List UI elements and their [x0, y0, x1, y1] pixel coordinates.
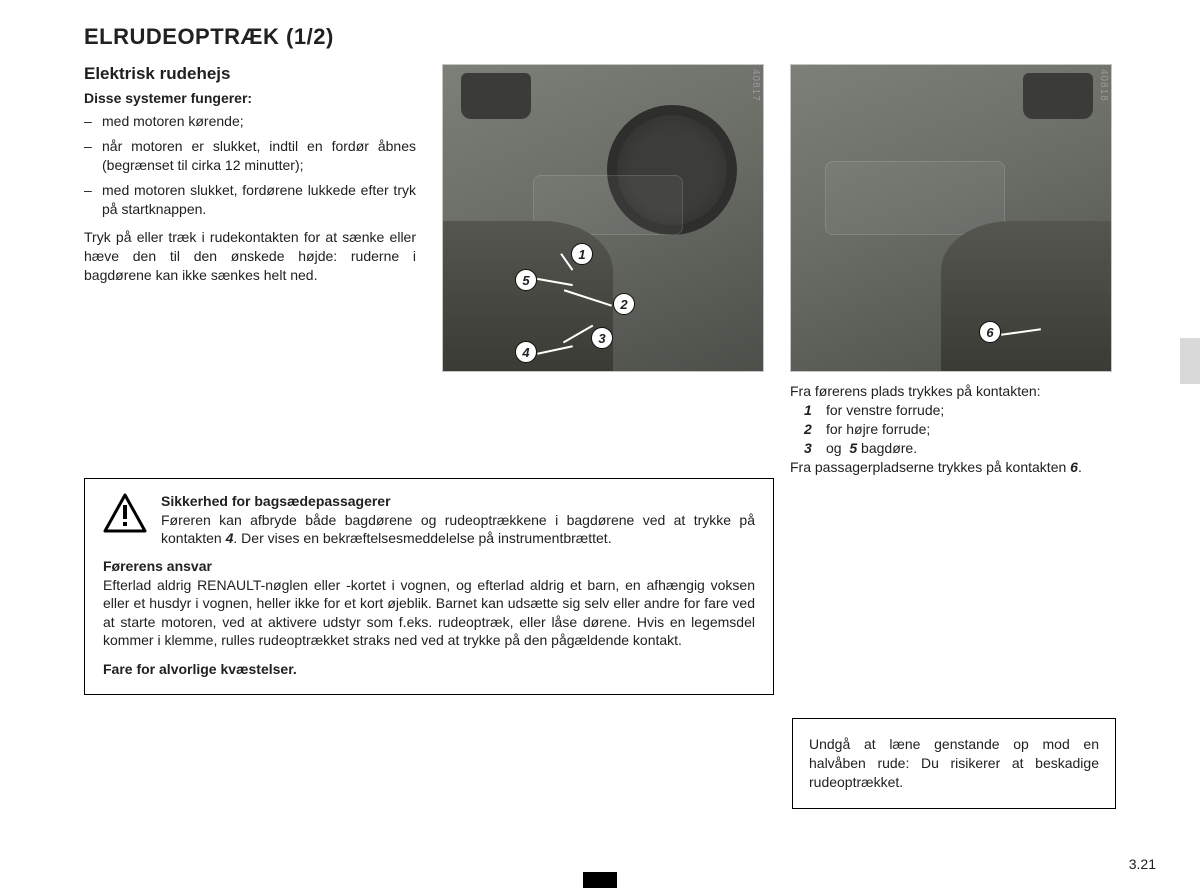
- bullet-list: –med motoren kørende; –når motoren er sl…: [84, 112, 416, 218]
- legend-num: 3: [804, 439, 826, 458]
- mirror-shape: [461, 73, 531, 119]
- warning-heading-2: Førerens ansvar: [103, 558, 755, 574]
- bullet-text: når motoren er slukket, indtil en fordør…: [102, 137, 416, 175]
- warning-text-1: Føreren kan afbryde både bagdørene og ru…: [161, 511, 755, 548]
- dash-shape: [825, 161, 1005, 235]
- intro-bold: Disse systemer fungerer:: [84, 90, 416, 106]
- warning-box: Sikkerhed for bagsædepassagerer Føreren …: [84, 478, 774, 695]
- list-item: –med motoren kørende;: [84, 112, 416, 131]
- warning-p1-b: . Der vises en bekræftelsesmeddelelse på…: [233, 530, 611, 546]
- legend-outro-b: .: [1078, 459, 1082, 475]
- warning-danger: Fare for alvorlige kvæstelser.: [103, 660, 755, 678]
- legend-outro: Fra passagerpladserne trykkes på kontakt…: [790, 458, 1112, 477]
- page-number: 3.21: [1129, 856, 1156, 872]
- legend-row-combined: 3 og 5 bagdøre.: [790, 439, 1112, 458]
- legend-outro-a: Fra passagerpladserne trykkes på kontakt…: [790, 459, 1070, 475]
- subheading: Elektrisk rudehejs: [84, 64, 416, 84]
- list-item: –når motoren er slukket, indtil en fordø…: [84, 137, 416, 175]
- middle-column: 40817 1 5 2 3 4: [442, 64, 764, 476]
- callout-5: 5: [515, 269, 537, 291]
- door-panel-shape: [941, 221, 1111, 371]
- legend-text: for venstre forrude;: [826, 401, 944, 420]
- mirror-shape: [1023, 73, 1093, 119]
- legend: Fra førerens plads trykkes på kontakten:…: [790, 382, 1112, 476]
- bullet-text: med motoren slukket, fordørene lukkede e…: [102, 181, 416, 219]
- legend-outro-num: 6: [1070, 459, 1078, 475]
- warning-text-2: Efterlad aldrig RENAULT-nøglen eller -ko…: [103, 576, 755, 650]
- page-title: ELRUDEOPTRÆK (1/2): [84, 24, 1156, 50]
- left-column: Elektrisk rudehejs Disse systemer funger…: [84, 64, 416, 476]
- callout-1: 1: [571, 243, 593, 265]
- warning-triangle-icon: [103, 493, 147, 533]
- legend-intro: Fra førerens plads trykkes på kontakten:: [790, 382, 1112, 401]
- figure-id: 40818: [1098, 69, 1109, 102]
- legend-num-b: 5: [849, 440, 857, 456]
- side-tab: [1180, 338, 1200, 384]
- footer-mark: [583, 872, 617, 888]
- bullet-text: med motoren kørende;: [102, 112, 244, 131]
- columns: Elektrisk rudehejs Disse systemer funger…: [84, 64, 1156, 476]
- legend-row: 2 for højre forrude;: [790, 420, 1112, 439]
- callout-4: 4: [515, 341, 537, 363]
- figure-left: 40817 1 5 2 3 4: [442, 64, 764, 372]
- legend-conj: og: [826, 440, 842, 456]
- callout-3: 3: [591, 327, 613, 349]
- legend-num: 1: [804, 401, 826, 420]
- body-paragraph: Tryk på eller træk i rudekontakten for a…: [84, 228, 416, 285]
- figure-right: 40818 6: [790, 64, 1112, 372]
- note-box: Undgå at læne genstande op mod en halvåb…: [792, 718, 1116, 809]
- figure-id: 40817: [750, 69, 761, 102]
- legend-num: 2: [804, 420, 826, 439]
- right-column: 40818 6 Fra førerens plads trykkes på ko…: [790, 64, 1112, 476]
- legend-text: for højre forrude;: [826, 420, 930, 439]
- legend-row: 1 for venstre forrude;: [790, 401, 1112, 420]
- warning-heading-1: Sikkerhed for bagsædepassagerer: [161, 493, 755, 509]
- list-item: –med motoren slukket, fordørene lukkede …: [84, 181, 416, 219]
- callout-6: 6: [979, 321, 1001, 343]
- callout-2: 2: [613, 293, 635, 315]
- legend-text: og 5 bagdøre.: [826, 439, 917, 458]
- warning-row-1: Sikkerhed for bagsædepassagerer Føreren …: [103, 493, 755, 548]
- legend-rest: bagdøre.: [861, 440, 917, 456]
